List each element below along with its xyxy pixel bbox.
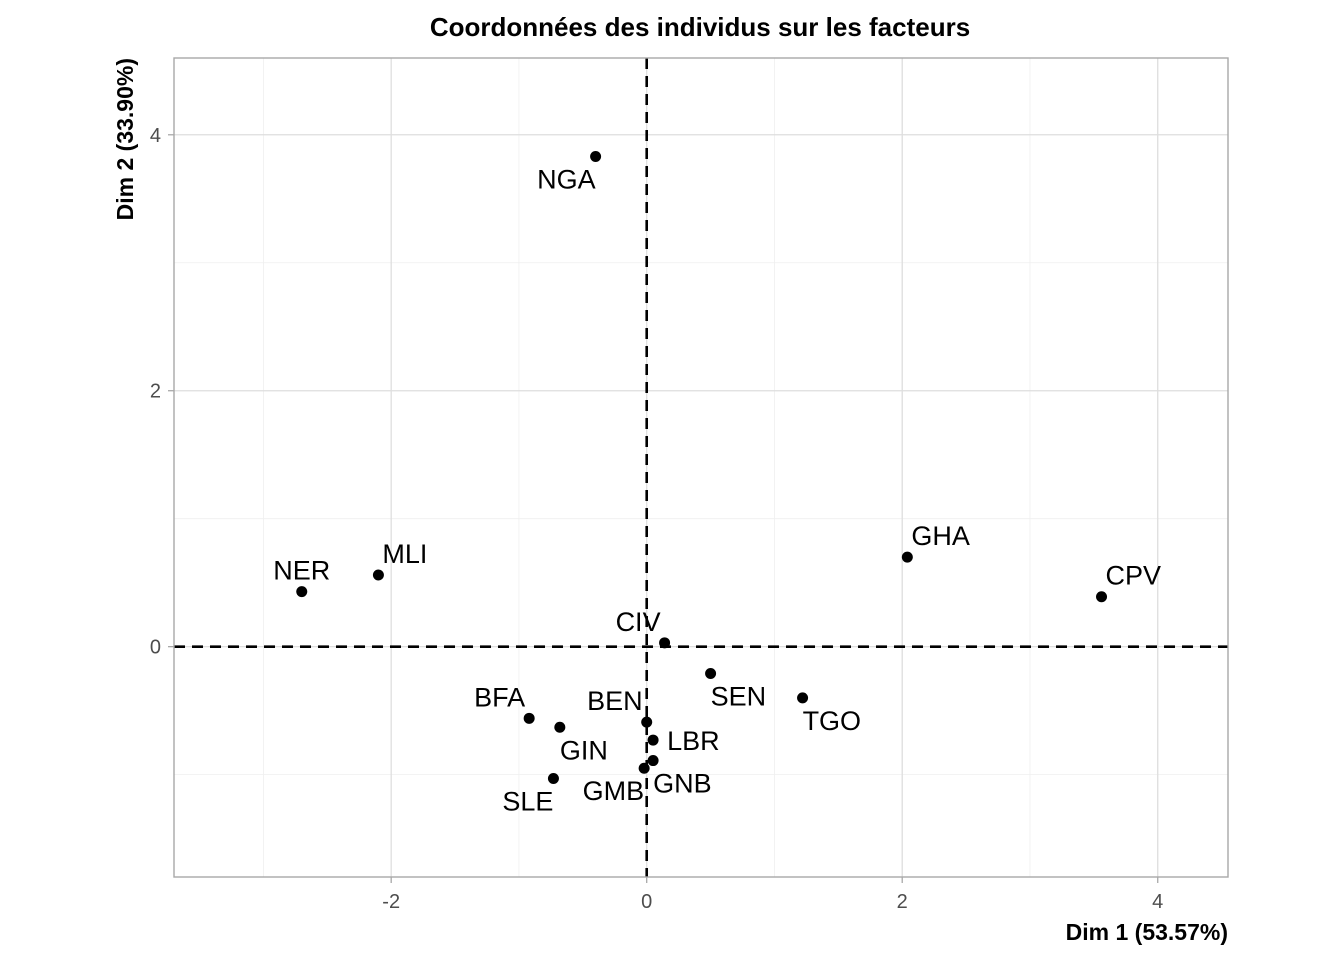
data-point-ben: [641, 716, 653, 728]
point-label-cpv: CPV: [1106, 561, 1162, 591]
data-point-gmb: [638, 762, 650, 774]
grid: [174, 58, 1228, 877]
data-point-sle: [547, 772, 559, 784]
data-point-lbr: [647, 734, 659, 746]
y-tick-label: 0: [150, 637, 161, 659]
data-point-bfa: [523, 712, 535, 724]
point-label-mli: MLI: [382, 539, 427, 569]
data-point-cpv: [1096, 591, 1108, 603]
point-label-lbr: LBR: [667, 726, 720, 756]
data-point-sen: [705, 668, 717, 680]
point-label-ner: NER: [273, 556, 330, 586]
point-label-civ: CIV: [616, 607, 661, 637]
data-point-nga: [590, 151, 602, 163]
x-tick-label: -2: [382, 891, 400, 913]
data-point-tgo: [797, 692, 809, 704]
data-point-ner: [296, 586, 308, 598]
reference-lines: [174, 58, 1228, 877]
data-point-gin: [554, 721, 566, 733]
point-label-gin: GIN: [560, 735, 608, 765]
point-label-sle: SLE: [502, 786, 553, 816]
data-point-civ: [659, 637, 671, 649]
data-point-gha: [901, 551, 913, 563]
panel-border: [173, 57, 1229, 878]
y-tick-label: 4: [150, 125, 161, 147]
data-point-mli: [372, 569, 384, 581]
y-tick-label: 2: [150, 381, 161, 403]
point-label-nga: NGA: [537, 165, 596, 195]
data-points: [296, 151, 1108, 784]
x-tick-label: 4: [1152, 891, 1163, 913]
x-tick-label: 2: [897, 891, 908, 913]
point-label-bfa: BFA: [474, 682, 525, 712]
x-tick-label: 0: [641, 891, 652, 913]
x-axis-title: Dim 1 (53.57%): [1066, 919, 1228, 945]
point-label-gnb: GNB: [653, 769, 712, 799]
axis-ticks: -2 0 2 4 0 2 4: [150, 125, 1163, 913]
y-axis-title: Dim 2 (33.90%): [112, 58, 138, 220]
point-labels: NGA NER MLI GHA CPV CIV SEN TGO BFA GIN BEN LBR GNB G…: [273, 165, 1161, 817]
point-label-gha: GHA: [911, 521, 970, 551]
point-label-tgo: TGO: [803, 706, 862, 736]
point-label-gmb: GMB: [583, 776, 645, 806]
point-label-ben: BEN: [587, 686, 643, 716]
data-point-gnb: [647, 755, 659, 767]
chart-title: Coordonnées des individus sur les facteu…: [430, 12, 970, 42]
point-label-sen: SEN: [711, 682, 767, 712]
